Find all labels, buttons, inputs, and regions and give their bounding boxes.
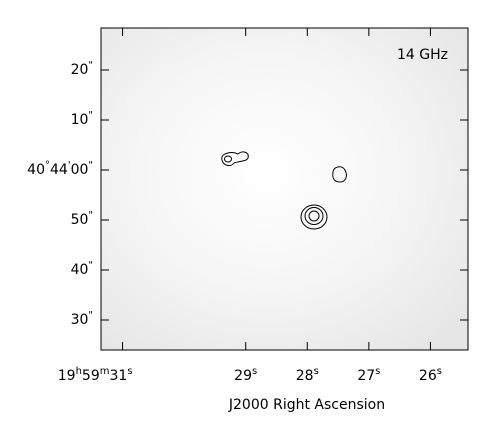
contours — [221, 151, 347, 230]
x-tick-label: 27s — [357, 366, 380, 384]
plot-frame — [100, 27, 469, 351]
annotation: 14 GHz — [397, 47, 448, 63]
contour — [304, 207, 324, 225]
contour — [332, 166, 347, 183]
x-tick-label: 19h59m31s — [58, 366, 133, 384]
x-tick-label: 29s — [234, 366, 257, 384]
axes: 19h59m31s 29s 28s 27s 26s 20" 10" 40°44'00" 50" 4… — [27, 28, 468, 384]
radio-image — [101, 28, 468, 350]
y-tick-label: 50" — [71, 210, 93, 228]
y-tick-label: 40" — [71, 260, 93, 278]
x-tick-label: 26s — [419, 366, 442, 384]
x-axis-label: J2000 Right Ascension — [228, 397, 385, 413]
y-tick-label: 30" — [71, 310, 93, 328]
contour — [221, 151, 249, 167]
contour — [308, 210, 320, 222]
y-tick-label: 10" — [71, 110, 93, 128]
y-tick-label: 20" — [71, 60, 93, 78]
contour — [224, 155, 232, 163]
y-tick-label: 40°44'00" — [27, 160, 93, 178]
contour — [300, 204, 328, 230]
x-tick-label: 28s — [296, 366, 319, 384]
